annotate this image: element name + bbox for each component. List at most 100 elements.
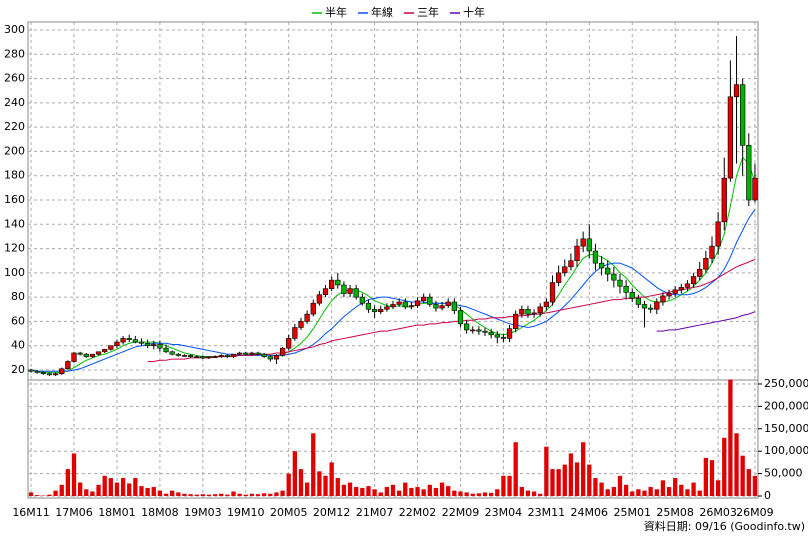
x-tick-label: 19M10 [227, 506, 265, 519]
volume-bar [605, 489, 610, 496]
x-tick-label: 25M01 [613, 506, 651, 519]
volume-bar [219, 493, 224, 496]
candle-body [194, 356, 200, 358]
candle-body [451, 301, 457, 311]
x-tick-label: 18M08 [141, 506, 179, 519]
candle-body [267, 356, 273, 360]
y-tick-label: 40 [11, 339, 25, 352]
candle-body [316, 294, 323, 304]
volume-bar [206, 494, 212, 496]
volume-bar [53, 490, 58, 496]
candle-body [390, 304, 396, 308]
x-tick-label: 20M12 [313, 506, 351, 519]
candle-body [519, 308, 525, 315]
candle-body [157, 344, 163, 349]
candle-body [249, 352, 255, 355]
volume-bar [28, 492, 34, 496]
candle-body [46, 373, 53, 376]
candle-body [709, 245, 715, 259]
candle-body [549, 282, 556, 303]
legend-label: 十年 [463, 5, 485, 19]
volume-bar [390, 484, 396, 496]
candle-body [617, 279, 623, 287]
candle-body [580, 238, 586, 247]
volume-bar [163, 493, 169, 496]
volume-bar [562, 464, 567, 496]
legend-label: 半年 [325, 5, 347, 19]
volume-bar [709, 460, 715, 496]
candle-body [525, 308, 531, 315]
y-tick-label: 240 [4, 96, 25, 109]
volume-bar [740, 455, 745, 496]
y2-tick-label: 50,000 [764, 467, 803, 480]
candle-body [506, 328, 513, 339]
x-tick-label: 26M09 [736, 506, 774, 519]
candle-body [304, 313, 310, 322]
y2-tick-label: 200,000 [764, 399, 808, 412]
volume-bar [642, 490, 647, 496]
y-tick-label: 160 [4, 193, 25, 206]
volume-bar [482, 492, 488, 496]
volume-bar [531, 491, 537, 496]
volume-bar [286, 473, 291, 496]
volume-bar [200, 494, 205, 496]
volume-bar [476, 493, 482, 496]
candle-body [427, 296, 433, 305]
volume-bar [538, 493, 543, 496]
volume-bar [133, 478, 138, 496]
candle-body [77, 352, 83, 355]
candle-body [513, 313, 519, 330]
volume-bar [623, 484, 629, 496]
candle-body [181, 355, 188, 357]
candle-body [414, 300, 421, 306]
x-tick-label: 23M11 [528, 506, 566, 519]
y-tick-label: 80 [11, 290, 25, 303]
volume-bar [366, 486, 371, 496]
candle-body [697, 268, 703, 277]
candle-body [126, 338, 132, 340]
volume-bar [298, 469, 304, 496]
candle-body [120, 338, 126, 343]
price-frame [27, 21, 759, 381]
volume-bar [71, 453, 77, 496]
y2-tick-label: 0 [764, 489, 771, 502]
volume-bar [182, 493, 187, 496]
candle-body [286, 338, 292, 349]
candle-body [555, 272, 562, 283]
candle-body [715, 221, 721, 247]
volume-bar [679, 484, 684, 496]
y-tick-label: 100 [4, 266, 25, 279]
volume-bar [102, 475, 107, 496]
candle-body [138, 341, 145, 344]
candle-body [151, 344, 157, 347]
volume-bar [507, 475, 512, 496]
candle-body [102, 349, 108, 353]
candle-body [592, 250, 599, 264]
volume-bar [108, 478, 113, 496]
volume-bar [636, 489, 641, 496]
volume-bar [660, 480, 666, 496]
x-tick-label: 18M01 [98, 506, 136, 519]
candle-body [690, 276, 697, 285]
candle-body [359, 296, 365, 304]
volume-bar [378, 492, 383, 496]
volume-bar [372, 489, 377, 496]
volume-bar [59, 484, 64, 496]
candle-body [169, 351, 175, 355]
volume-bar [329, 462, 334, 496]
volume-bar [188, 494, 193, 496]
volume-bar [654, 489, 659, 496]
candle-body [463, 323, 470, 331]
volume-bar [685, 489, 690, 496]
volume-bar [317, 471, 322, 496]
volume-bar [157, 490, 163, 496]
volume-bar [194, 494, 199, 496]
volume-bar [249, 493, 255, 496]
volume-bar [703, 457, 709, 496]
volume-bar [84, 489, 89, 496]
candle-body [641, 304, 648, 309]
candle-body [531, 312, 537, 315]
candle-body [752, 177, 758, 201]
